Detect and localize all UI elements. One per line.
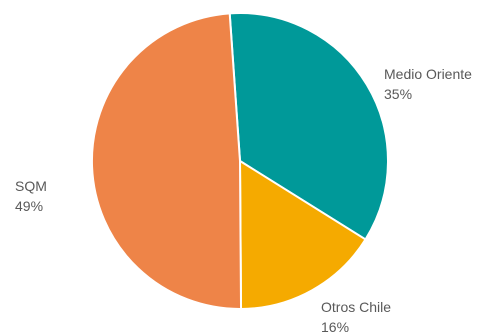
- pie-slice-sqm: [90, 12, 243, 311]
- slice-label-name: SQM: [15, 178, 47, 194]
- slice-label-percent: 35%: [384, 86, 412, 102]
- slice-label-percent: 16%: [321, 319, 349, 335]
- slice-label-name: Medio Oriente: [384, 66, 472, 82]
- pie-slice-otros-chile: [239, 160, 367, 310]
- slice-label-percent: 49%: [15, 198, 43, 214]
- pie-slice-medio-oriente: [228, 12, 389, 241]
- slices-layer: [90, 12, 389, 311]
- labels-layer: Medio Oriente 35% Otros Chile 16% SQM 49%: [15, 66, 472, 335]
- slice-label-name: Otros Chile: [321, 299, 391, 315]
